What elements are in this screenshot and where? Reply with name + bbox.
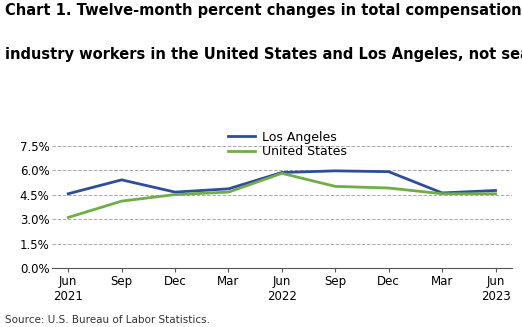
Text: industry workers in the United States and Los Angeles, not seasonally: industry workers in the United States an… — [5, 47, 522, 62]
Legend: Los Angeles, United States: Los Angeles, United States — [228, 130, 347, 158]
Text: Source: U.S. Bureau of Labor Statistics.: Source: U.S. Bureau of Labor Statistics. — [5, 315, 210, 325]
Text: Chart 1. Twelve-month percent changes in total compensation for private: Chart 1. Twelve-month percent changes in… — [5, 3, 522, 18]
